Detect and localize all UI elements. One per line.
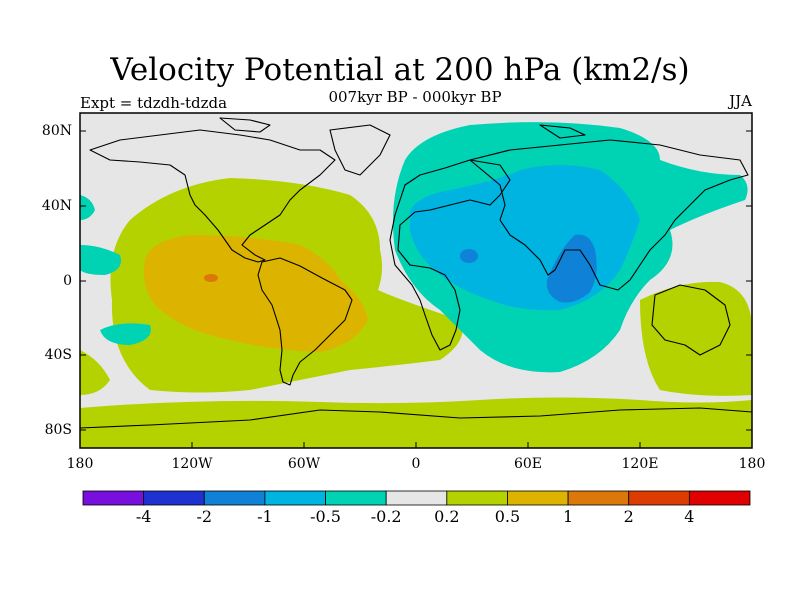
positive-anomaly-region	[640, 281, 752, 396]
map-panel	[79, 112, 753, 449]
south-america-outline	[257, 257, 353, 386]
axis-ticks	[79, 130, 753, 448]
lon-label-120e: 120E	[621, 456, 659, 472]
lat-label-40s: 40S	[44, 347, 72, 363]
lat-label-80n: 80N	[41, 123, 72, 139]
colorbar-swatch	[264, 490, 326, 506]
lat-label-40n: 40N	[41, 198, 72, 214]
negative-anomaly-region	[80, 245, 121, 275]
colorbar-swatch	[203, 490, 266, 506]
colorbar-label: 0.5	[494, 507, 521, 526]
colorbar-swatch	[325, 490, 387, 506]
lon-label-180w: 180	[66, 456, 94, 472]
europe-africa-outline	[389, 159, 511, 351]
strong-negative-anomaly-region	[460, 249, 478, 263]
colorbar-swatch	[628, 490, 690, 506]
lat-label-0: 0	[63, 273, 72, 289]
colorbar-label: 2	[623, 507, 634, 526]
positive-anomaly-region	[80, 350, 110, 395]
colorbar-swatch	[507, 490, 569, 506]
negative-anomaly-region	[80, 195, 95, 220]
colorbar-swatch	[688, 490, 751, 506]
strongest-positive-cell	[204, 274, 218, 282]
lon-label-0: 0	[411, 456, 421, 472]
asia-outline	[469, 139, 749, 291]
negative-anomaly-region	[100, 323, 151, 345]
colorbar-swatch	[82, 490, 145, 506]
antarctica-outline	[79, 407, 753, 429]
greenland-outline	[329, 124, 391, 176]
colorbar-label: -0.2	[370, 507, 402, 526]
lon-label-120w: 120W	[171, 456, 213, 472]
experiment-label: Expt = tdzdh-tdzda	[80, 94, 228, 112]
lon-label-60w: 60W	[287, 456, 321, 472]
colorbar-label: -4	[135, 507, 152, 526]
colorbar-swatch	[143, 490, 205, 506]
colorbar-label: -2	[196, 507, 213, 526]
lon-label-60e: 60E	[513, 456, 543, 472]
lon-label-180e: 180	[738, 456, 766, 472]
colorbar-label: 4	[684, 507, 695, 526]
colorbar-label: -0.5	[310, 507, 341, 526]
lat-label-80s: 80S	[44, 422, 72, 438]
australia-outline	[651, 284, 731, 356]
map-title: Velocity Potential at 200 hPa (km2/s)	[110, 52, 690, 88]
arctic-islands-outline	[219, 117, 586, 139]
map-subtitle: 007kyr BP - 000kyr BP	[328, 88, 502, 106]
positive-anomaly-region	[80, 397, 752, 448]
colorbar-label: 1	[562, 507, 574, 526]
colorbar-swatch	[385, 490, 448, 506]
coastlines	[79, 117, 753, 429]
colorbar-swatch	[446, 490, 508, 506]
north-america-outline	[89, 129, 336, 263]
colorbar	[82, 490, 751, 506]
colorbar-label: 0.2	[434, 507, 460, 526]
strong-positive-anomaly-region	[143, 235, 368, 352]
colorbar-label: -1	[257, 507, 273, 526]
season-label: JJA	[729, 92, 752, 110]
colorbar-swatch	[567, 490, 630, 506]
strong-negative-anomaly-region	[546, 234, 597, 303]
